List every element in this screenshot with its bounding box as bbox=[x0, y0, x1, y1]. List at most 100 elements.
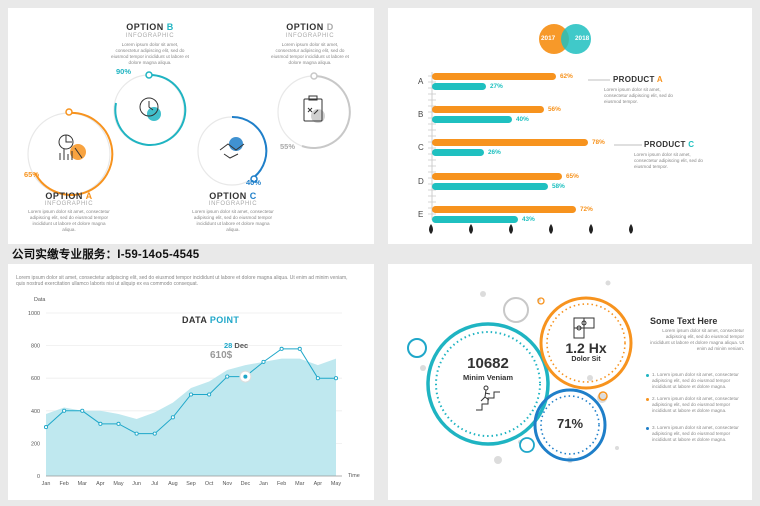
x-tick-label: Jul bbox=[151, 481, 158, 487]
bar-2018-value-e: 43% bbox=[522, 216, 535, 223]
x-axis-title: Time bbox=[348, 473, 360, 479]
option-c-subtitle: INFOGRAPHIC bbox=[208, 201, 258, 207]
y-tick-label: 600 bbox=[31, 376, 40, 382]
x-tick-label: Apr bbox=[96, 481, 105, 487]
bar-2017-value-b: 56% bbox=[548, 106, 561, 113]
option-c-percent: 40% bbox=[246, 178, 262, 187]
row-label-c: C bbox=[418, 143, 424, 152]
line-point bbox=[152, 431, 157, 436]
mid-value: 1.2 Hx bbox=[565, 340, 607, 356]
bar-2018-a bbox=[432, 83, 486, 90]
option-b-ring-progress bbox=[114, 73, 187, 146]
year-2018-label: 2018 bbox=[575, 35, 590, 42]
stairs-runner-icon bbox=[476, 385, 500, 411]
y-tick-label: 200 bbox=[31, 441, 40, 447]
big-ring-dotted bbox=[435, 331, 541, 437]
chart-icon bbox=[58, 134, 83, 160]
y-tick-label: 800 bbox=[31, 344, 40, 350]
option-c-description: Lorem ipsum dolor sit amet, consectetur … bbox=[192, 209, 274, 232]
product-a-description: Lorem ipsum dolor sit amet, consectetur … bbox=[604, 87, 673, 104]
bullet-2-dot bbox=[646, 398, 649, 401]
year-2017-label: 2017 bbox=[541, 35, 556, 42]
product-c-title: PRODUCT C bbox=[644, 140, 695, 149]
x-tick-label: Sep bbox=[186, 481, 196, 487]
option-c-icon-accent bbox=[229, 137, 243, 151]
small-ring-outer bbox=[533, 388, 607, 462]
small-value: 71% bbox=[556, 416, 584, 431]
decor-ring-orange bbox=[598, 391, 608, 401]
option-b-title: OPTION B bbox=[126, 22, 174, 32]
product-a-title: PRODUCT A bbox=[613, 75, 663, 84]
option-d-subtitle: INFOGRAPHIC bbox=[285, 33, 335, 39]
bar-2017-value-c: 78% bbox=[592, 139, 605, 146]
option-b-subtitle: INFOGRAPHIC bbox=[125, 33, 175, 39]
bar-2018-b bbox=[432, 116, 512, 123]
line-point bbox=[279, 346, 284, 351]
line-point bbox=[315, 376, 320, 381]
bars-decor bbox=[428, 24, 642, 234]
bar-2018-value-b: 40% bbox=[516, 116, 529, 123]
line-point bbox=[261, 359, 266, 364]
x-tick-label: Aug bbox=[168, 481, 178, 487]
y-axis-title: Data bbox=[34, 297, 46, 303]
chart-title: DATA POINT bbox=[182, 315, 240, 325]
x-tick-label: Feb bbox=[59, 481, 68, 487]
side-heading-body: Lorem ipsum dolor sit amet, consectetur … bbox=[650, 328, 744, 351]
bar-2017-c bbox=[432, 139, 588, 146]
option-d-percent: 55% bbox=[280, 142, 296, 151]
clock-icon bbox=[139, 97, 159, 117]
options-infographic-panel: OPTION B INFOGRAPHIC Lorem ipsum dolor s… bbox=[8, 8, 374, 244]
mid-label: Dolor Sit bbox=[571, 356, 601, 363]
bar-2018-c bbox=[432, 149, 484, 156]
bullet-3-text: 3. Lorem ipsum dolor sit amet, consectet… bbox=[652, 425, 739, 442]
bar-2018-value-c: 26% bbox=[488, 149, 501, 156]
y-tick-label: 1000 bbox=[28, 311, 40, 317]
bullet-1-dot bbox=[646, 374, 649, 377]
area-series bbox=[46, 358, 336, 476]
x-tick-label: Oct bbox=[205, 481, 214, 487]
bar-2018-d bbox=[432, 183, 548, 190]
scale-start: 0 bbox=[426, 233, 429, 239]
row-label-a: A bbox=[418, 77, 424, 86]
option-b-percent: 90% bbox=[116, 67, 132, 76]
bar-2017-value-e: 72% bbox=[580, 206, 593, 213]
bar-2017-a bbox=[432, 73, 556, 80]
big-label: Minim Veniam bbox=[462, 373, 513, 382]
line-point bbox=[225, 374, 230, 379]
handshake-icon bbox=[219, 143, 245, 159]
x-tick-label: Nov bbox=[222, 481, 232, 487]
x-tick-label: Feb bbox=[277, 481, 286, 487]
option-a-description: Lorem ipsum dolor sit amet, consectetur … bbox=[28, 209, 110, 232]
small-ring-dotted bbox=[540, 395, 600, 455]
x-tick-label: Apr bbox=[314, 481, 323, 487]
row-label-d: D bbox=[418, 177, 424, 186]
line-point bbox=[188, 392, 194, 397]
bar-2017-b bbox=[432, 106, 544, 113]
product-bars-panel: 2017 2018 A 62% 27% B 56% 40% C 78% 26% D 65% 58% E 7… bbox=[388, 8, 752, 244]
y-tick-label: 0 bbox=[37, 474, 40, 480]
x-tick-label: Mar bbox=[295, 481, 304, 487]
mid-ring-dotted bbox=[546, 303, 626, 383]
decor-dots bbox=[420, 280, 619, 464]
line-point bbox=[62, 408, 67, 413]
line-point bbox=[98, 421, 103, 426]
x-tick-label: May bbox=[113, 481, 123, 487]
x-tick-label: May bbox=[331, 481, 341, 487]
data-point-chart-panel: Lorem ipsum dolor sit amet, consectetur … bbox=[8, 264, 374, 500]
option-d-ring-knob bbox=[310, 72, 318, 80]
option-b-ring-knob bbox=[145, 71, 153, 79]
line-point bbox=[297, 346, 302, 351]
option-a-subtitle: INFOGRAPHIC bbox=[44, 201, 94, 207]
bullet-3-dot bbox=[646, 427, 649, 430]
chart-intro-text: Lorem ipsum dolor sit amet, consectetur … bbox=[16, 275, 348, 287]
bullet-1-text: 1. Lorem ipsum dolor sit amet, consectet… bbox=[652, 372, 739, 389]
line-point bbox=[80, 408, 85, 413]
option-c-ring-progress bbox=[231, 115, 268, 179]
option-a-ring-progress bbox=[34, 111, 114, 196]
option-a-percent: 65% bbox=[24, 170, 40, 179]
x-tick-label: Jun bbox=[132, 481, 141, 487]
bubbles-panel: 10682 Minim Veniam 1.2 Hx Dolor Sit 71% … bbox=[388, 264, 752, 500]
x-tick-label: Jan bbox=[259, 481, 268, 487]
option-a-ring-knob bbox=[65, 108, 73, 116]
puzzle-icon bbox=[573, 317, 595, 339]
